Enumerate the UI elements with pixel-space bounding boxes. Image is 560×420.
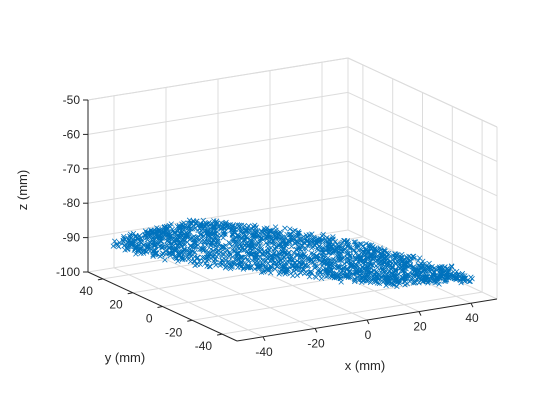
x-tick-mark — [470, 302, 474, 308]
x-tick-label: 20 — [413, 320, 427, 334]
wall-gridline-z — [87, 160, 349, 204]
axes-layer — [83, 99, 498, 342]
x-axis-label: x (mm) — [345, 358, 385, 373]
y-tick-mark — [127, 292, 133, 295]
y-tick-mark — [97, 278, 103, 281]
y-tick-label: -40 — [195, 339, 213, 353]
z-axis-label: z (mm) — [15, 170, 30, 210]
x-tick-mark — [314, 328, 318, 333]
y-axis-label: y (mm) — [105, 350, 145, 365]
y-tick-label: 20 — [109, 298, 123, 312]
floor-gridline-y — [222, 291, 483, 335]
data-points — [110, 217, 475, 290]
y-tick-label: 40 — [80, 284, 94, 298]
z-tick-label: -70 — [63, 162, 81, 176]
z-tick-label: -60 — [63, 127, 81, 141]
z-tick-label: -90 — [63, 231, 81, 245]
wall-gridline-z — [87, 195, 349, 239]
wall-gridline-z — [347, 160, 498, 231]
tick-labels: -40-2002040-40-2002040-100-90-80-70-60-5… — [56, 93, 479, 359]
floor-gridline-y — [162, 264, 423, 307]
x-tick-mark — [262, 336, 266, 342]
y-tick-mark — [187, 319, 193, 322]
wall-gridline-z — [347, 126, 498, 197]
x-tick-mark — [418, 311, 422, 316]
y-tick-label: 0 — [146, 312, 153, 326]
y-tick-mark — [157, 306, 163, 308]
wall-gridline-z — [347, 195, 498, 266]
top-edge-back — [87, 57, 349, 101]
z-tick-label: -80 — [63, 196, 81, 210]
grid-layer — [87, 57, 498, 338]
x-tick-mark — [366, 319, 370, 325]
x-tick-label: -20 — [307, 336, 325, 350]
x-tick-label: 0 — [365, 328, 372, 342]
z-tick-label: -100 — [56, 265, 80, 279]
x-tick-label: -40 — [255, 345, 273, 359]
y-tick-label: -20 — [165, 325, 183, 339]
x-tick-label: 40 — [465, 311, 479, 325]
wall-gridline-z — [87, 91, 349, 135]
y-tick-mark — [217, 333, 223, 336]
scatter-markers — [110, 217, 475, 290]
wall-gridline-z — [347, 91, 498, 162]
wall-gridline-z — [87, 126, 349, 170]
top-edge-right — [347, 57, 498, 128]
z-tick-label: -50 — [63, 93, 81, 107]
